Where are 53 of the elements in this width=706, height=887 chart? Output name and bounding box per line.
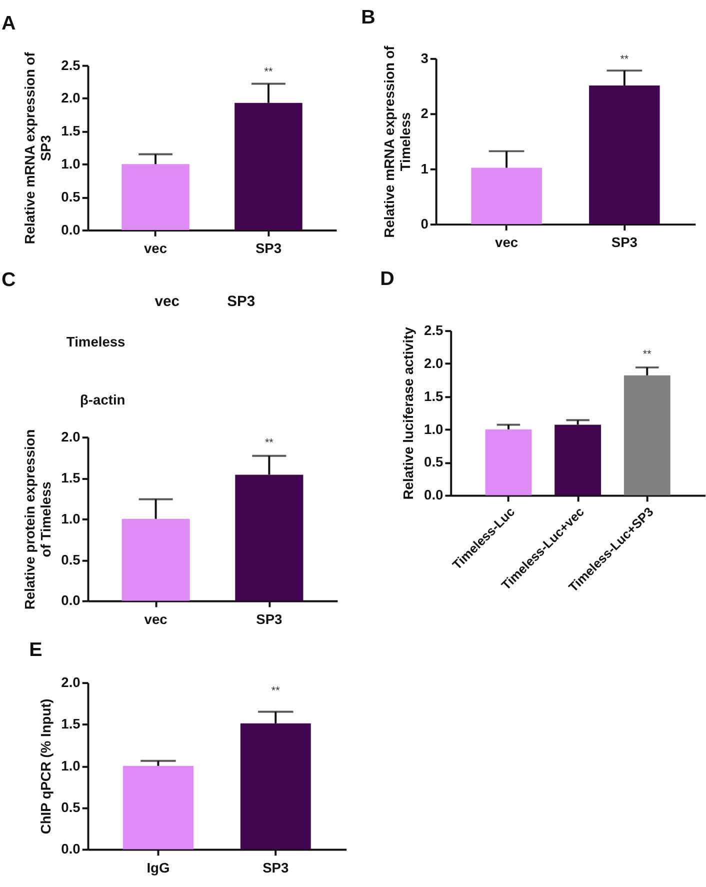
y-tick-label: 1.0 bbox=[61, 156, 81, 172]
y-tick-label: 2.0 bbox=[61, 429, 81, 444]
y-tick-label: 0.0 bbox=[61, 222, 81, 238]
y-tick-label: 2.0 bbox=[424, 356, 444, 371]
annotation: ** bbox=[271, 684, 281, 697]
y-tick-label: 3 bbox=[420, 50, 429, 66]
annotation: ** bbox=[264, 66, 274, 78]
y-axis-title: Relative mRNA expression of Timeless bbox=[382, 45, 413, 238]
bar bbox=[554, 424, 602, 496]
y-tick-label: 1.0 bbox=[61, 511, 81, 526]
text: SP3 bbox=[227, 294, 256, 310]
x-tick-label: SP3 bbox=[611, 235, 638, 250]
y-axis-title: Relative protein expression of Timeless bbox=[22, 429, 54, 610]
x-tick-label: vec bbox=[495, 235, 518, 250]
y-tick-label: 0.5 bbox=[61, 800, 81, 815]
bar bbox=[485, 429, 532, 496]
y-tick-label: 2.5 bbox=[424, 323, 444, 338]
chart-title: A bbox=[2, 12, 16, 35]
y-tick-label: 0.5 bbox=[61, 552, 81, 568]
y-axis-title: ChIP qPCR (% Input) bbox=[38, 698, 54, 834]
x-tick-label: SP3 bbox=[255, 241, 282, 256]
text: vec bbox=[154, 294, 180, 310]
text: β-actin bbox=[80, 392, 126, 408]
chart-title: D bbox=[380, 268, 394, 290]
y-tick-label: 1.5 bbox=[61, 470, 81, 486]
y-tick-label: 2 bbox=[420, 106, 429, 122]
y-tick-label: 0 bbox=[420, 216, 429, 232]
y-tick-label: 1.0 bbox=[424, 422, 444, 437]
y-tick-label: 2.5 bbox=[61, 58, 81, 73]
y-tick-label: 1.0 bbox=[61, 758, 81, 774]
chart-title: E bbox=[29, 638, 42, 661]
y-axis-title: Relative luciferase activity bbox=[401, 326, 416, 500]
y-tick-label: 2.0 bbox=[61, 675, 81, 690]
y-tick-label: 0.0 bbox=[61, 593, 81, 608]
y-tick-label: 0.5 bbox=[424, 454, 444, 470]
y-tick-label: 0.0 bbox=[424, 488, 444, 503]
annotation: ** bbox=[620, 54, 630, 66]
y-tick-label: 1.5 bbox=[61, 124, 81, 139]
x-tick-label: IgG bbox=[146, 860, 170, 876]
chart-title: B bbox=[361, 6, 376, 28]
y-tick-label: 1 bbox=[420, 161, 429, 176]
text: Timeless bbox=[66, 334, 126, 350]
annotation: ** bbox=[642, 348, 652, 361]
y-tick-label: 1.5 bbox=[424, 388, 444, 404]
y-tick-label: 1.5 bbox=[61, 716, 81, 732]
bar bbox=[624, 375, 670, 496]
y-axis-title: Relative mRNA expression of SP3 bbox=[22, 52, 54, 244]
annotation: ** bbox=[264, 437, 274, 450]
y-tick-label: 2.0 bbox=[61, 90, 81, 106]
x-tick-label: vec bbox=[144, 241, 168, 256]
chart-title: C bbox=[2, 269, 16, 292]
y-tick-label: 0.0 bbox=[61, 842, 81, 857]
y-tick-label: 0.5 bbox=[61, 189, 81, 204]
